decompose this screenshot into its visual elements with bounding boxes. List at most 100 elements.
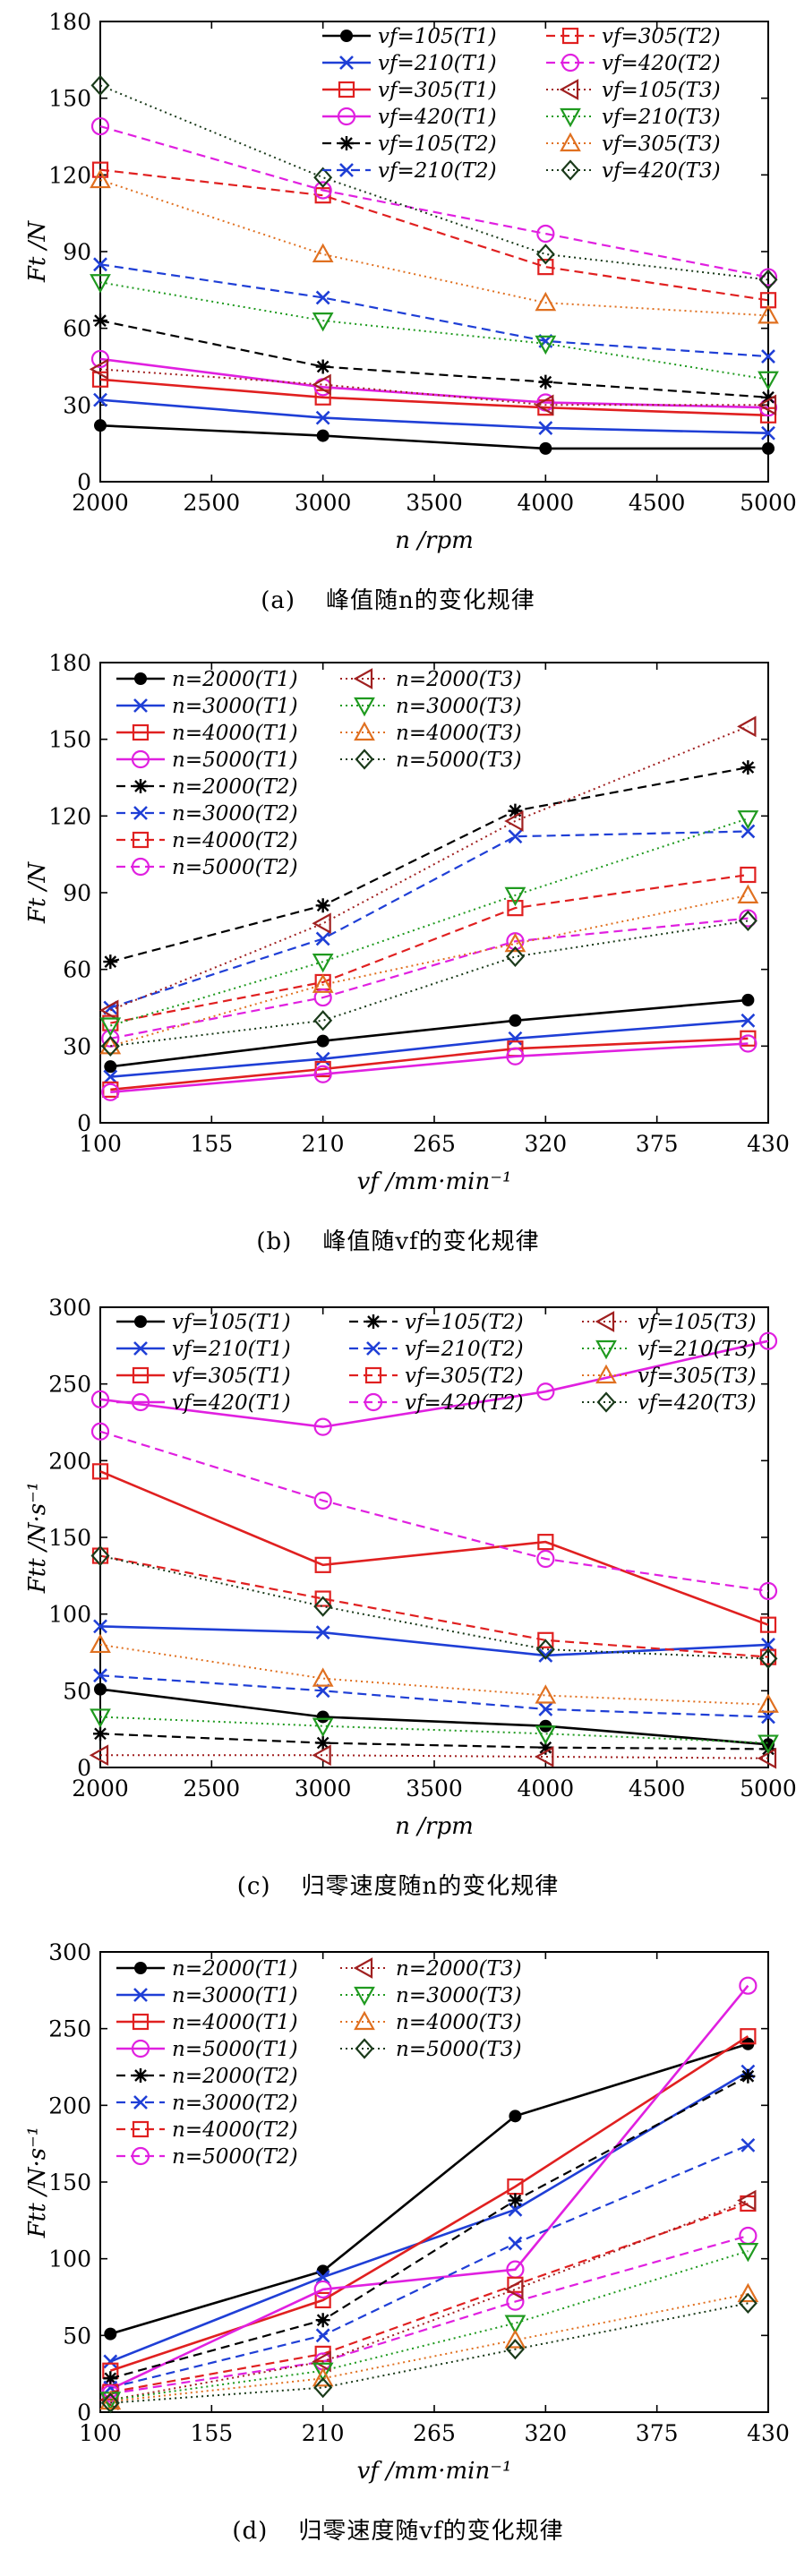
data-point xyxy=(90,74,110,97)
legend-label: n=4000(T3) xyxy=(396,2011,522,2034)
legend-marker xyxy=(134,1962,147,1974)
y-tick-label: 90 xyxy=(63,880,91,906)
data-point xyxy=(758,1647,778,1669)
caption-c-text: 归零速度随n的变化规律 xyxy=(301,1873,560,1900)
series-line xyxy=(99,1554,769,1658)
data-point xyxy=(315,1625,330,1640)
data-point xyxy=(316,1034,330,1048)
data-point xyxy=(762,441,775,455)
data-point xyxy=(759,407,777,424)
data-point xyxy=(758,1331,778,1350)
legend-marker xyxy=(354,721,375,741)
caption-d-tag: (d) xyxy=(232,2518,269,2545)
data-point xyxy=(90,168,111,189)
x-tick-label: 4500 xyxy=(629,1776,686,1801)
x-tick-label: 210 xyxy=(302,2420,345,2446)
legend-label: n=5000(T2) xyxy=(172,2145,298,2169)
data-point xyxy=(315,1051,330,1066)
legend-marker xyxy=(596,1391,616,1413)
data-point xyxy=(314,1556,331,1573)
data-point xyxy=(93,1726,107,1742)
data-point xyxy=(312,2350,331,2373)
y-tick-label: 50 xyxy=(63,2323,91,2349)
data-point xyxy=(314,1590,331,1607)
data-point xyxy=(101,1083,120,1101)
legend: n=2000(T1) n=3000(T1) n=4000(T1) n=5000(T1)… xyxy=(116,668,522,879)
y-tick-label: 60 xyxy=(63,957,91,983)
y-axis-label: Ftt /N·s⁻¹ xyxy=(24,1482,51,1594)
y-tick-label: 30 xyxy=(63,392,91,418)
data-point xyxy=(94,419,107,432)
legend-label: n=2000(T1) xyxy=(172,1957,298,1981)
data-point xyxy=(100,1035,120,1057)
legend-label: n=4000(T1) xyxy=(172,722,298,745)
data-point xyxy=(315,931,330,946)
data-point xyxy=(315,290,330,305)
series-line xyxy=(110,817,749,1027)
series-line xyxy=(100,1754,769,1759)
legend-marker xyxy=(595,1339,617,1360)
series-line xyxy=(99,1733,769,1750)
legend-marker xyxy=(561,53,580,73)
caption-a-text: 峰值随n的变化规律 xyxy=(326,587,535,614)
data-point xyxy=(89,358,109,381)
data-point xyxy=(538,1740,553,1755)
data-point xyxy=(313,2280,332,2299)
series-line xyxy=(110,2250,749,2401)
legend-label: n=3000(T1) xyxy=(172,1984,298,2007)
data-point xyxy=(312,912,331,935)
data-point xyxy=(741,993,755,1006)
series-line xyxy=(110,1037,749,1091)
data-point xyxy=(313,167,333,188)
series-line xyxy=(99,357,769,409)
legend-marker xyxy=(134,672,147,685)
data-point xyxy=(739,909,757,928)
series-line xyxy=(99,168,769,302)
chart-panel-c: 0 50 100 150 200 250 300 2000 2500 3000 3500 4000 45… xyxy=(0,1286,796,1930)
data-point xyxy=(758,269,778,291)
legend-marker xyxy=(354,2010,375,2031)
data-point xyxy=(740,824,756,839)
data-point xyxy=(757,1693,779,1713)
data-point xyxy=(94,1682,107,1696)
data-point xyxy=(313,1491,332,1510)
legend-label: vf=420(T1) xyxy=(172,1391,291,1415)
data-point xyxy=(312,1744,331,1767)
data-point xyxy=(758,1581,778,1601)
series-line xyxy=(110,2199,749,2401)
series-line xyxy=(110,2075,749,2380)
data-point xyxy=(312,2367,334,2387)
chart-d-svg: 0 50 100 150 200 250 300 100 155 210 265 320 375 430 v… xyxy=(24,1939,790,2485)
data-point xyxy=(103,2371,118,2386)
legend-marker xyxy=(337,107,356,126)
data-point xyxy=(104,1060,117,1074)
data-point xyxy=(313,2376,333,2399)
legend-label: vf=420(T2) xyxy=(405,1391,524,1415)
x-tick-label: 430 xyxy=(747,1131,790,1157)
legend-label: n=4000(T1) xyxy=(172,2011,298,2034)
data-point xyxy=(738,910,757,932)
y-tick-label: 150 xyxy=(48,2169,91,2195)
legend-label: vf=210(T3) xyxy=(638,1338,757,1361)
data-point xyxy=(312,2362,334,2383)
legend-label: n=5000(T3) xyxy=(396,2038,522,2061)
series-line xyxy=(99,1643,769,1706)
series-line xyxy=(99,398,769,434)
legend-label: n=4000(T2) xyxy=(172,829,298,852)
legend-marker xyxy=(133,2068,148,2083)
legend-marker xyxy=(338,81,355,98)
x-tick-label: 5000 xyxy=(740,490,796,516)
x-tick-label: 375 xyxy=(636,2420,679,2446)
data-point xyxy=(103,954,118,970)
y-tick-label: 250 xyxy=(48,1372,91,1398)
data-point xyxy=(313,1010,333,1031)
y-tick-label: 60 xyxy=(63,316,91,342)
series-line xyxy=(99,1625,769,1657)
legend-label: n=3000(T2) xyxy=(172,802,298,826)
data-point xyxy=(312,973,334,993)
legend-marker xyxy=(595,1364,617,1384)
y-tick-label: 0 xyxy=(77,1110,91,1136)
data-point xyxy=(313,181,332,200)
y-tick-label: 0 xyxy=(77,1755,91,1781)
legend-label: n=5000(T1) xyxy=(172,749,298,772)
